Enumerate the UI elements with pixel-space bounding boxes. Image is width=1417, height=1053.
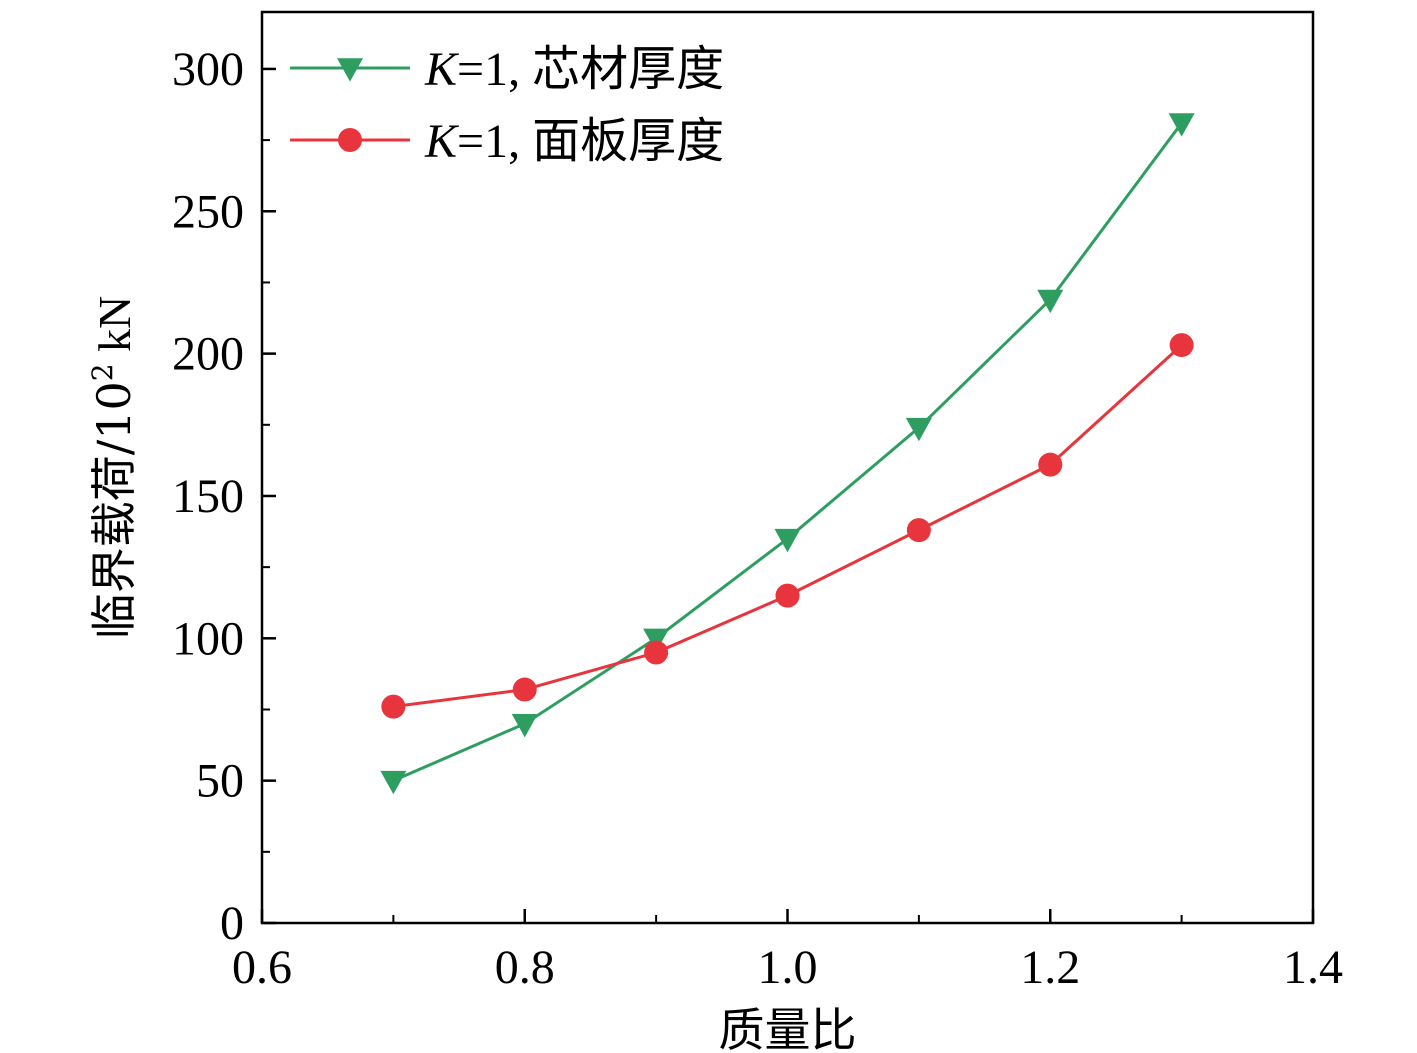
x-tick-label: 0.8 [495, 941, 555, 994]
legend-item-core-thickness: K=1, 芯材厚度 [290, 41, 724, 97]
data-point [906, 518, 931, 543]
y-tick-label: 50 [196, 755, 244, 808]
legend-marker-circle [338, 128, 362, 152]
series-face-thickness [381, 333, 1194, 719]
y-tick-label: 250 [172, 185, 244, 238]
series-core-thickness [380, 113, 1195, 795]
data-point [1037, 289, 1064, 314]
x-tick-label: 0.6 [232, 941, 292, 994]
series-line [393, 343, 1183, 709]
data-point [381, 694, 406, 719]
x-axis-title: 质量比 [719, 1003, 857, 1053]
legend-marker-triangle [337, 58, 363, 82]
x-tick-label: 1.2 [1020, 941, 1080, 994]
y-tick-label: 200 [172, 328, 244, 381]
data-point [512, 677, 537, 702]
data-point [1169, 333, 1194, 358]
y-tick-label: 150 [172, 470, 244, 523]
x-tick-label: 1.4 [1283, 941, 1343, 994]
legend-item-face-thickness: K=1, 面板厚度 [290, 113, 724, 169]
data-point [905, 417, 932, 442]
x-tick-label: 1.0 [758, 941, 818, 994]
y-tick-label: 100 [172, 612, 244, 665]
data-point [511, 713, 538, 738]
series-layer [380, 113, 1195, 795]
y-tick-label: 300 [172, 43, 244, 96]
legend-label-core: K=1, 芯材厚度 [424, 41, 724, 97]
data-point [644, 640, 669, 665]
legend-label-face: K=1, 面板厚度 [424, 113, 724, 169]
tick-marks [260, 67, 1315, 925]
data-point [1168, 113, 1195, 137]
data-point [775, 583, 800, 608]
plot-frame [260, 10, 1315, 925]
data-point [380, 770, 407, 795]
y-axis-title: 临界载荷/102 kN [86, 296, 141, 640]
legend: K=1, 芯材厚度 K=1, 面板厚度 [290, 41, 724, 169]
data-point [1038, 452, 1063, 477]
data-point [643, 628, 670, 652]
data-point [774, 528, 801, 553]
tick-labels: 0 50 100 150 200 250 300 0.6 0.8 1.0 1.2 1.4 [172, 43, 1343, 994]
y-tick-label: 0 [220, 897, 244, 950]
